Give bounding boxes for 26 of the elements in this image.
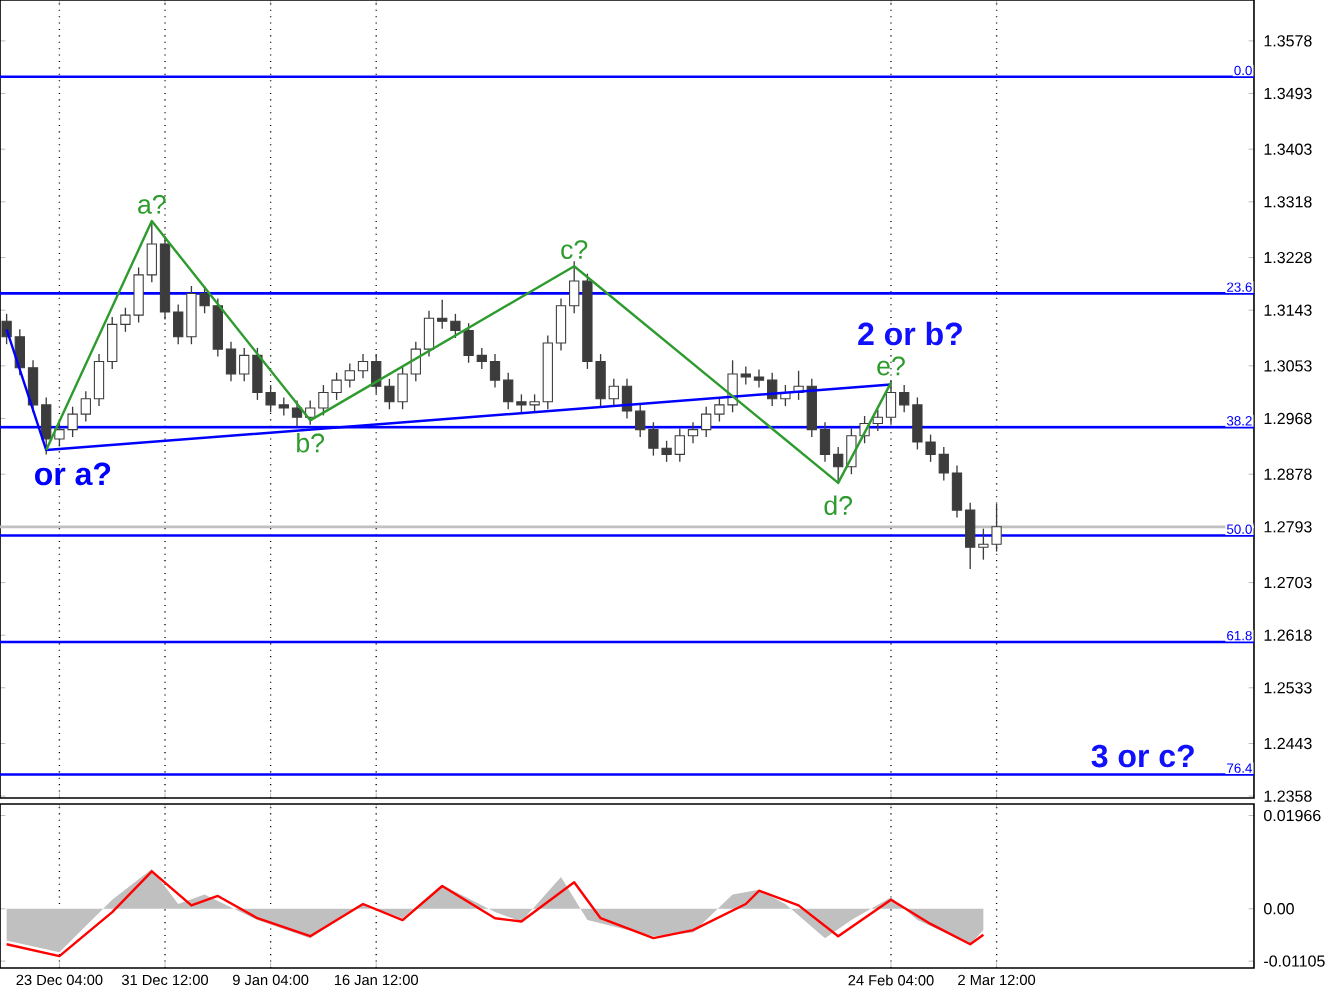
y-tick-label: 1.2968 xyxy=(1264,412,1312,425)
data-label: a? xyxy=(138,194,166,214)
data-label: e? xyxy=(877,356,905,376)
y-tick-label: 1.3318 xyxy=(1264,196,1312,208)
annotation: 2 or b? xyxy=(858,321,962,346)
y-tick-label: 1.3228 xyxy=(1264,251,1312,264)
y-tick-label: 1.2443 xyxy=(1264,737,1312,750)
y-tick-label: 1.3053 xyxy=(1264,360,1312,372)
y-tick-label: 1.2878 xyxy=(1264,468,1312,480)
y-tick-label: 1.2358 xyxy=(1264,790,1312,802)
data-label: or a? xyxy=(35,462,111,486)
data-label: d? xyxy=(824,495,853,515)
y-tick-label: 1.3578 xyxy=(1264,35,1312,47)
y-tick-label: 1.2533 xyxy=(1264,682,1312,694)
y-tick-label: 1.3143 xyxy=(1264,304,1312,316)
y-tick-label: 0.00 xyxy=(1264,903,1294,915)
data-label: c? xyxy=(561,240,588,259)
y-tick-label: 0.01966 xyxy=(1264,809,1321,822)
y-tick-label: -0.01105 xyxy=(1264,955,1325,967)
y-tick-label: 1.3493 xyxy=(1264,87,1312,100)
y-tick-label: 1.2618 xyxy=(1264,629,1312,641)
y-tick-label: 1.2793 xyxy=(1264,521,1312,533)
y-tick-label: 1.3403 xyxy=(1264,143,1312,155)
annotation: 3 or c? xyxy=(1091,744,1194,768)
data-label: b? xyxy=(297,432,325,453)
y-tick-label: 1.2703 xyxy=(1264,576,1312,589)
